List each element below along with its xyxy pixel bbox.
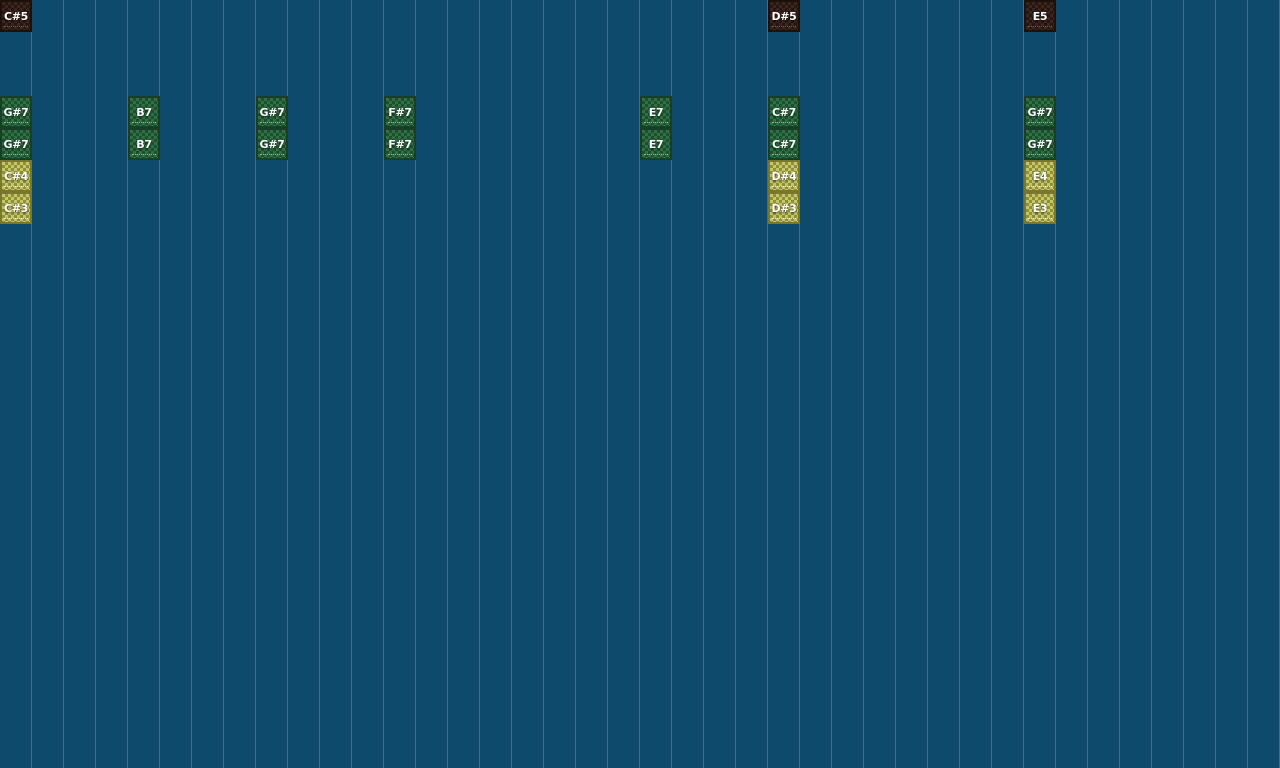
note-block-csharp4[interactable]: C#4 [0,160,32,192]
note-block-csharp3[interactable]: C#3 [0,192,32,224]
note-block-e3[interactable]: E3 [1024,192,1056,224]
note-block-e5[interactable]: E5 [1024,0,1056,32]
note-block-gsharp7[interactable]: G#7 [1024,128,1056,160]
note-block-e4[interactable]: E4 [1024,160,1056,192]
note-block-gsharp7[interactable]: G#7 [0,96,32,128]
note-block-dsharp4[interactable]: D#4 [768,160,800,192]
note-block-dsharp5[interactable]: D#5 [768,0,800,32]
note-block-gsharp7[interactable]: G#7 [0,128,32,160]
note-block-fsharp7[interactable]: F#7 [384,96,416,128]
note-block-gsharp7[interactable]: G#7 [256,96,288,128]
note-block-e7[interactable]: E7 [640,128,672,160]
note-block-b7[interactable]: B7 [128,128,160,160]
note-block-e7[interactable]: E7 [640,96,672,128]
note-block-gsharp7[interactable]: G#7 [1024,96,1056,128]
note-block-csharp7[interactable]: C#7 [768,128,800,160]
note-block-b7[interactable]: B7 [128,96,160,128]
note-block-dsharp3[interactable]: D#3 [768,192,800,224]
note-block-fsharp7[interactable]: F#7 [384,128,416,160]
note-block-csharp5[interactable]: C#5 [0,0,32,32]
note-block-csharp7[interactable]: C#7 [768,96,800,128]
note-block-gsharp7[interactable]: G#7 [256,128,288,160]
